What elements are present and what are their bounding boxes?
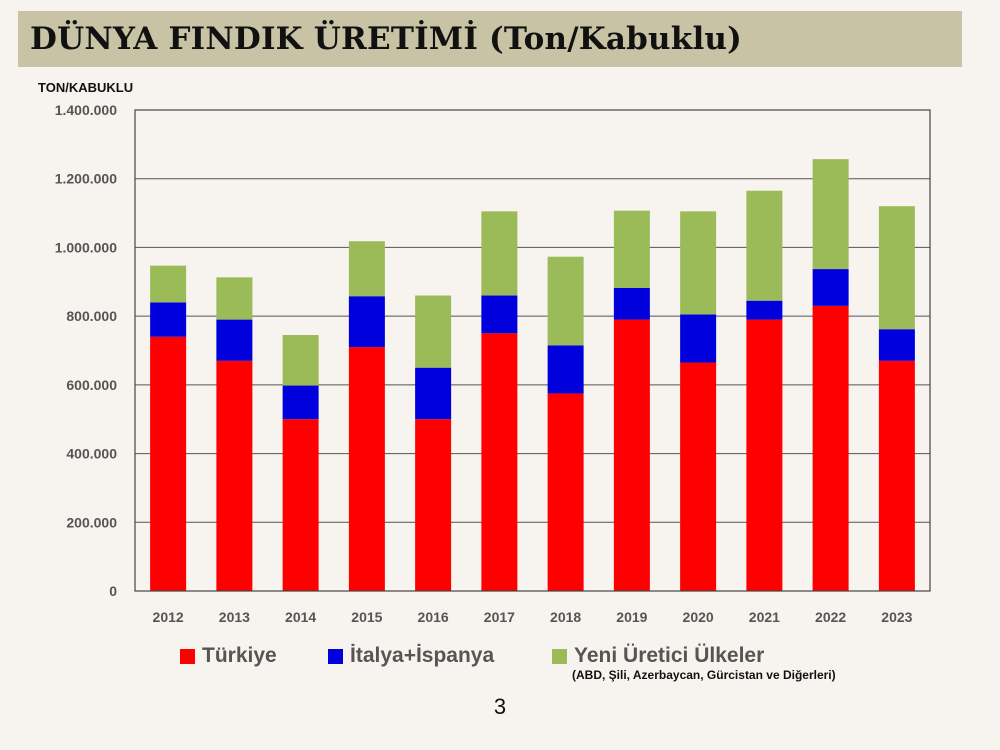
bar-turkiye-2021 [746, 319, 783, 591]
bar-italya-ispanya-2022 [812, 269, 849, 306]
bar-yeni-uretici-2017 [481, 211, 518, 296]
x-tick-label-2017: 2017 [484, 609, 515, 625]
x-tick-labels: 2012 2013 2014 2015 2016 2017 2018 2019 2020 2021… [153, 609, 913, 625]
x-tick-label-2021: 2021 [749, 609, 780, 625]
bar-italya-ispanya-2014 [282, 385, 319, 420]
bar-italya-ispanya-2019 [613, 287, 650, 320]
bar-yeni-uretici-2014 [282, 335, 319, 386]
page-number: 3 [493, 694, 507, 719]
y-tick-label: 1.000.000 [55, 239, 117, 255]
bar-yeni-uretici-2022 [812, 159, 849, 270]
bar-italya-ispanya-2020 [680, 314, 717, 363]
legend-label-italya-ispanya: İtalya+İspanya [350, 644, 495, 667]
bar-yeni-uretici-2019 [613, 210, 650, 288]
bar-italya-ispanya-2015 [348, 296, 385, 348]
bar-yeni-uretici-2012 [150, 265, 187, 303]
legend-swatch-turkiye [180, 648, 195, 664]
bars [150, 159, 915, 591]
bar-yeni-uretici-2015 [348, 241, 385, 297]
bar-turkiye-2018 [547, 393, 584, 591]
bar-italya-ispanya-2017 [481, 295, 518, 334]
y-tick-label: 1.400.000 [55, 102, 117, 118]
bar-turkiye-2023 [878, 360, 915, 591]
y-tick-label: 600.000 [66, 377, 117, 393]
y-tick-labels: 0 200.000 400.000 600.000 800.000 1.000.000 1.… [55, 102, 118, 599]
bar-turkiye-2012 [150, 336, 187, 591]
x-tick-label-2022: 2022 [815, 609, 846, 625]
title-bar: DÜNYA FINDIK ÜRETİMİ (Ton/Kabuklu) [18, 11, 962, 67]
legend-swatch-yeni-uretici [552, 648, 567, 664]
slide-title: DÜNYA FINDIK ÜRETİMİ (Ton/Kabuklu) [30, 21, 743, 57]
bar-italya-ispanya-2018 [547, 345, 584, 394]
x-tick-label-2023: 2023 [881, 609, 912, 625]
legend-item-yeni-uretici: Yeni Üretici Ülkeler [552, 644, 764, 668]
legend-note: (ABD, Şili, Azerbaycan, Gürcistan ve Diğ… [572, 668, 836, 682]
bar-yeni-uretici-2013 [216, 277, 253, 320]
bar-turkiye-2020 [680, 362, 717, 591]
legend-label-turkiye: Türkiye [202, 644, 277, 667]
bar-yeni-uretici-2020 [680, 211, 717, 315]
y-tick-label: 400.000 [66, 446, 117, 462]
legend-label-yeni-uretici: Yeni Üretici Ülkeler [574, 644, 765, 667]
legend: Türkiye İtalya+İspanya Yeni Üretici Ülke… [180, 644, 900, 674]
bar-turkiye-2015 [348, 347, 385, 591]
x-tick-label-2015: 2015 [351, 609, 382, 625]
bar-italya-ispanya-2023 [878, 329, 915, 361]
x-tick-label-2014: 2014 [285, 609, 316, 625]
plot-frame [134, 109, 931, 592]
legend-item-turkiye: Türkiye [180, 644, 277, 668]
x-tick-label-2019: 2019 [616, 609, 647, 625]
bar-italya-ispanya-2013 [216, 319, 253, 361]
y-axis-unit-label: TON/KABUKLU [38, 80, 134, 95]
bar-yeni-uretici-2018 [547, 256, 584, 346]
x-tick-label-2016: 2016 [418, 609, 449, 625]
bar-yeni-uretici-2021 [746, 190, 783, 301]
bar-italya-ispanya-2016 [415, 367, 452, 420]
bar-turkiye-2019 [613, 319, 650, 591]
bar-italya-ispanya-2021 [746, 300, 783, 320]
y-tick-label: 800.000 [66, 308, 117, 324]
y-tick-label: 0 [109, 583, 117, 599]
bar-yeni-uretici-2023 [878, 206, 915, 330]
x-tick-label-2013: 2013 [219, 609, 250, 625]
legend-item-italya-ispanya: İtalya+İspanya [328, 644, 494, 668]
legend-swatch-italya-ispanya [328, 648, 343, 664]
bar-turkiye-2014 [282, 419, 319, 591]
bar-turkiye-2013 [216, 360, 253, 591]
bar-turkiye-2016 [415, 419, 452, 591]
bar-italya-ispanya-2012 [150, 302, 187, 337]
x-tick-label-2012: 2012 [153, 609, 184, 625]
gridlines [135, 109, 930, 592]
x-tick-label-2020: 2020 [683, 609, 714, 625]
y-tick-label: 200.000 [66, 514, 117, 530]
y-tick-label: 1.200.000 [55, 171, 117, 187]
x-tick-label-2018: 2018 [550, 609, 581, 625]
bar-turkiye-2017 [481, 333, 518, 591]
bar-turkiye-2022 [812, 305, 849, 591]
bar-yeni-uretici-2016 [415, 295, 452, 368]
